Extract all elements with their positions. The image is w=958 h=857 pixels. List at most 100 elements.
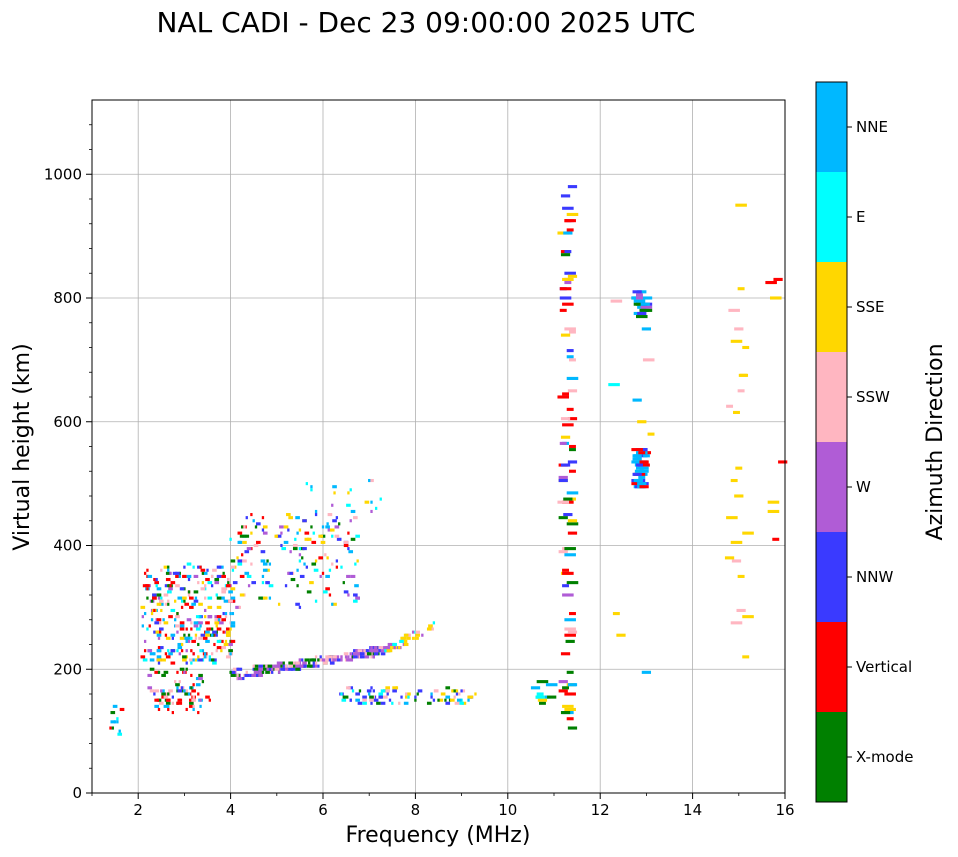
echo-point <box>631 448 643 452</box>
echo-point <box>349 519 352 523</box>
echo-point <box>195 627 201 631</box>
echo-point <box>737 574 745 578</box>
echo-point <box>467 698 470 702</box>
echo-point <box>284 664 288 668</box>
echo-point <box>201 581 205 585</box>
echo-point <box>314 559 318 563</box>
echo-point <box>194 633 198 637</box>
colorbar-segment <box>816 532 847 622</box>
echo-point <box>296 584 299 588</box>
echo-point <box>267 667 273 671</box>
echo-point <box>175 571 180 575</box>
echo-point <box>334 534 340 538</box>
echo-point <box>165 698 171 702</box>
echo-point <box>222 612 225 616</box>
echo-point <box>369 695 374 699</box>
echo-point <box>189 605 194 609</box>
echo-point <box>325 587 330 591</box>
echo-point <box>258 664 263 668</box>
echo-point <box>637 482 647 486</box>
echo-point <box>558 680 568 684</box>
echo-point <box>563 231 573 235</box>
echo-point <box>178 652 181 656</box>
echo-point <box>190 636 193 640</box>
echo-point <box>116 720 119 724</box>
echo-point <box>451 689 454 693</box>
echo-point <box>295 516 300 520</box>
echo-point <box>638 451 646 455</box>
echo-point <box>185 667 188 671</box>
echo-point <box>201 649 205 653</box>
echo-point <box>567 417 578 421</box>
echo-point <box>319 574 322 578</box>
echo-point <box>239 534 245 538</box>
echo-point <box>312 531 315 535</box>
echo-point <box>370 652 373 656</box>
echo-point <box>179 587 185 591</box>
echo-point <box>407 695 410 699</box>
echo-point <box>355 534 360 538</box>
echo-point <box>298 667 302 671</box>
echo-point <box>730 478 738 483</box>
echo-point <box>392 689 397 693</box>
echo-point <box>354 562 357 566</box>
echo-point <box>199 649 202 653</box>
echo-point <box>363 649 366 653</box>
echo-point <box>261 574 265 578</box>
echo-point <box>262 531 268 535</box>
colorbar-tick-label: NNW <box>856 568 893 586</box>
echo-point <box>462 689 466 693</box>
echo-point <box>335 565 339 569</box>
echo-point <box>452 689 457 693</box>
echo-point <box>214 621 220 625</box>
echo-point <box>350 537 356 541</box>
echo-point <box>731 559 742 563</box>
echo-point <box>455 689 459 693</box>
echo-point <box>177 596 183 600</box>
echo-point <box>230 587 236 591</box>
echo-point <box>426 701 432 705</box>
echo-point <box>306 590 312 594</box>
echo-point <box>274 664 280 668</box>
echo-point <box>154 621 159 625</box>
colorbar-tick-label: SSW <box>856 388 890 406</box>
echo-point <box>193 599 199 603</box>
echo-point <box>194 596 198 600</box>
x-tick-label: 2 <box>133 801 143 819</box>
echo-point <box>215 630 218 634</box>
echo-point <box>119 707 125 712</box>
echo-point <box>179 627 185 631</box>
echo-point <box>216 646 222 650</box>
echo-point <box>564 219 576 223</box>
echo-point <box>225 633 231 637</box>
echo-point <box>331 503 334 507</box>
echo-point <box>180 642 184 647</box>
echo-point <box>362 701 367 705</box>
echo-point <box>192 652 195 656</box>
echo-point <box>612 612 620 616</box>
echo-point <box>214 581 220 585</box>
echo-point <box>146 596 149 600</box>
echo-point <box>164 652 168 656</box>
echo-point <box>110 711 116 715</box>
echo-point <box>216 639 222 643</box>
echo-point <box>324 553 327 557</box>
echo-point <box>167 602 170 606</box>
echo-point <box>149 652 155 656</box>
echo-point <box>282 664 285 668</box>
echo-point <box>176 649 179 653</box>
echo-point <box>183 689 186 693</box>
echo-point <box>276 534 282 538</box>
echo-point <box>216 574 222 578</box>
echo-point <box>370 509 373 514</box>
echo-point <box>189 701 194 705</box>
echo-point <box>331 534 334 538</box>
echo-point <box>359 655 365 659</box>
echo-point <box>370 500 373 504</box>
echo-point <box>292 543 298 548</box>
colorbar-segment <box>816 442 847 532</box>
echo-point <box>277 667 281 671</box>
echo-point <box>153 652 156 656</box>
echo-point <box>562 302 574 306</box>
